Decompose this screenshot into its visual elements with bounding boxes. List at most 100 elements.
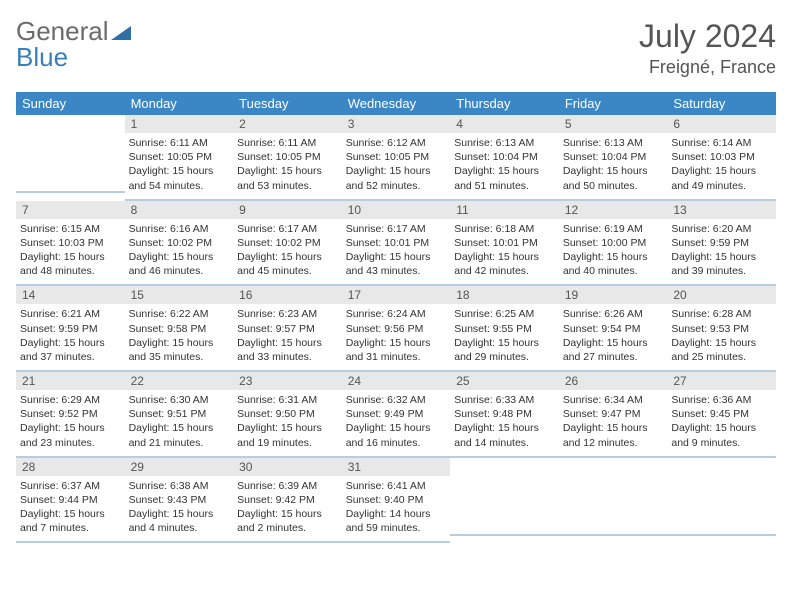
sunrise-line: Sunrise: 6:11 AM — [237, 136, 338, 150]
day-cell: 12Sunrise: 6:19 AMSunset: 10:00 PMDaylig… — [559, 201, 668, 287]
empty-cell — [16, 115, 125, 193]
day-content: Sunrise: 6:30 AMSunset: 9:51 PMDaylight:… — [125, 390, 234, 452]
daylight-line: Daylight: 15 hours and 35 minutes. — [129, 336, 230, 364]
day-number: 19 — [559, 286, 668, 304]
daylight-line: Daylight: 15 hours and 51 minutes. — [454, 164, 555, 192]
daylight-line: Daylight: 15 hours and 45 minutes. — [237, 250, 338, 278]
sunrise-line: Sunrise: 6:24 AM — [346, 307, 447, 321]
daylight-line: Daylight: 15 hours and 2 minutes. — [237, 507, 338, 535]
day-number: 11 — [450, 201, 559, 219]
day-content: Sunrise: 6:11 AMSunset: 10:05 PMDaylight… — [233, 133, 342, 195]
day-cell: 6Sunrise: 6:14 AMSunset: 10:03 PMDayligh… — [667, 115, 776, 201]
day-content: Sunrise: 6:23 AMSunset: 9:57 PMDaylight:… — [233, 304, 342, 366]
day-number: 22 — [125, 372, 234, 390]
day-cell: 1Sunrise: 6:11 AMSunset: 10:05 PMDayligh… — [125, 115, 234, 201]
day-content: Sunrise: 6:41 AMSunset: 9:40 PMDaylight:… — [342, 476, 451, 538]
sunset-line: Sunset: 10:05 PM — [129, 150, 230, 164]
day-cell: 28Sunrise: 6:37 AMSunset: 9:44 PMDayligh… — [16, 458, 125, 544]
sunrise-line: Sunrise: 6:17 AM — [346, 222, 447, 236]
day-content: Sunrise: 6:18 AMSunset: 10:01 PMDaylight… — [450, 219, 559, 281]
daylight-line: Daylight: 15 hours and 37 minutes. — [20, 336, 121, 364]
sunset-line: Sunset: 9:59 PM — [20, 322, 121, 336]
day-cell: 29Sunrise: 6:38 AMSunset: 9:43 PMDayligh… — [125, 458, 234, 544]
sunrise-line: Sunrise: 6:11 AM — [129, 136, 230, 150]
daylight-line: Daylight: 15 hours and 19 minutes. — [237, 421, 338, 449]
day-number: 26 — [559, 372, 668, 390]
day-content: Sunrise: 6:26 AMSunset: 9:54 PMDaylight:… — [559, 304, 668, 366]
day-content: Sunrise: 6:17 AMSunset: 10:02 PMDaylight… — [233, 219, 342, 281]
day-content: Sunrise: 6:16 AMSunset: 10:02 PMDaylight… — [125, 219, 234, 281]
sunrise-line: Sunrise: 6:33 AM — [454, 393, 555, 407]
day-cell: 11Sunrise: 6:18 AMSunset: 10:01 PMDaylig… — [450, 201, 559, 287]
day-content: Sunrise: 6:20 AMSunset: 9:59 PMDaylight:… — [667, 219, 776, 281]
daylight-line: Daylight: 15 hours and 23 minutes. — [20, 421, 121, 449]
weekday-header: Friday — [559, 92, 668, 115]
sunset-line: Sunset: 10:03 PM — [671, 150, 772, 164]
sunrise-line: Sunrise: 6:14 AM — [671, 136, 772, 150]
day-cell: 31Sunrise: 6:41 AMSunset: 9:40 PMDayligh… — [342, 458, 451, 544]
day-number: 17 — [342, 286, 451, 304]
month-title: July 2024 — [639, 18, 776, 55]
sunset-line: Sunset: 9:55 PM — [454, 322, 555, 336]
sunrise-line: Sunrise: 6:15 AM — [20, 222, 121, 236]
daylight-line: Daylight: 15 hours and 12 minutes. — [563, 421, 664, 449]
day-number: 2 — [233, 115, 342, 133]
day-number: 13 — [667, 201, 776, 219]
day-number: 21 — [16, 372, 125, 390]
sunrise-line: Sunrise: 6:32 AM — [346, 393, 447, 407]
sunrise-line: Sunrise: 6:22 AM — [129, 307, 230, 321]
daylight-line: Daylight: 15 hours and 27 minutes. — [563, 336, 664, 364]
day-cell: 26Sunrise: 6:34 AMSunset: 9:47 PMDayligh… — [559, 372, 668, 458]
day-content: Sunrise: 6:29 AMSunset: 9:52 PMDaylight:… — [16, 390, 125, 452]
day-number: 29 — [125, 458, 234, 476]
day-cell: 9Sunrise: 6:17 AMSunset: 10:02 PMDayligh… — [233, 201, 342, 287]
logo-triangle-icon — [111, 26, 131, 40]
daylight-line: Daylight: 15 hours and 14 minutes. — [454, 421, 555, 449]
sunset-line: Sunset: 9:43 PM — [129, 493, 230, 507]
day-cell: 2Sunrise: 6:11 AMSunset: 10:05 PMDayligh… — [233, 115, 342, 201]
weekday-header: Saturday — [667, 92, 776, 115]
daylight-line: Daylight: 15 hours and 16 minutes. — [346, 421, 447, 449]
day-cell: 19Sunrise: 6:26 AMSunset: 9:54 PMDayligh… — [559, 286, 668, 372]
weekday-header: Wednesday — [342, 92, 451, 115]
day-cell: 22Sunrise: 6:30 AMSunset: 9:51 PMDayligh… — [125, 372, 234, 458]
day-cell: 30Sunrise: 6:39 AMSunset: 9:42 PMDayligh… — [233, 458, 342, 544]
day-cell: 4Sunrise: 6:13 AMSunset: 10:04 PMDayligh… — [450, 115, 559, 201]
sunset-line: Sunset: 9:57 PM — [237, 322, 338, 336]
day-cell: 24Sunrise: 6:32 AMSunset: 9:49 PMDayligh… — [342, 372, 451, 458]
location: Freigné, France — [639, 57, 776, 78]
weekday-header: Monday — [125, 92, 234, 115]
logo: GeneralBlue — [16, 18, 131, 70]
day-number: 25 — [450, 372, 559, 390]
day-cell: 10Sunrise: 6:17 AMSunset: 10:01 PMDaylig… — [342, 201, 451, 287]
day-number: 1 — [125, 115, 234, 133]
sunset-line: Sunset: 9:54 PM — [563, 322, 664, 336]
sunset-line: Sunset: 9:45 PM — [671, 407, 772, 421]
daylight-line: Daylight: 15 hours and 7 minutes. — [20, 507, 121, 535]
daylight-line: Daylight: 15 hours and 42 minutes. — [454, 250, 555, 278]
daylight-line: Daylight: 14 hours and 59 minutes. — [346, 507, 447, 535]
daylight-line: Daylight: 15 hours and 9 minutes. — [671, 421, 772, 449]
day-content: Sunrise: 6:22 AMSunset: 9:58 PMDaylight:… — [125, 304, 234, 366]
daylight-line: Daylight: 15 hours and 39 minutes. — [671, 250, 772, 278]
day-number: 12 — [559, 201, 668, 219]
sunset-line: Sunset: 10:01 PM — [454, 236, 555, 250]
day-number: 28 — [16, 458, 125, 476]
sunset-line: Sunset: 9:59 PM — [671, 236, 772, 250]
calendar-table: SundayMondayTuesdayWednesdayThursdayFrid… — [16, 92, 776, 543]
day-number: 6 — [667, 115, 776, 133]
sunset-line: Sunset: 10:02 PM — [237, 236, 338, 250]
sunrise-line: Sunrise: 6:31 AM — [237, 393, 338, 407]
sunset-line: Sunset: 9:44 PM — [20, 493, 121, 507]
sunrise-line: Sunrise: 6:41 AM — [346, 479, 447, 493]
sunset-line: Sunset: 10:02 PM — [129, 236, 230, 250]
sunrise-line: Sunrise: 6:39 AM — [237, 479, 338, 493]
day-content: Sunrise: 6:38 AMSunset: 9:43 PMDaylight:… — [125, 476, 234, 538]
day-cell: 20Sunrise: 6:28 AMSunset: 9:53 PMDayligh… — [667, 286, 776, 372]
day-content: Sunrise: 6:28 AMSunset: 9:53 PMDaylight:… — [667, 304, 776, 366]
sunrise-line: Sunrise: 6:18 AM — [454, 222, 555, 236]
daylight-line: Daylight: 15 hours and 40 minutes. — [563, 250, 664, 278]
day-cell: 17Sunrise: 6:24 AMSunset: 9:56 PMDayligh… — [342, 286, 451, 372]
sunrise-line: Sunrise: 6:20 AM — [671, 222, 772, 236]
day-number: 10 — [342, 201, 451, 219]
